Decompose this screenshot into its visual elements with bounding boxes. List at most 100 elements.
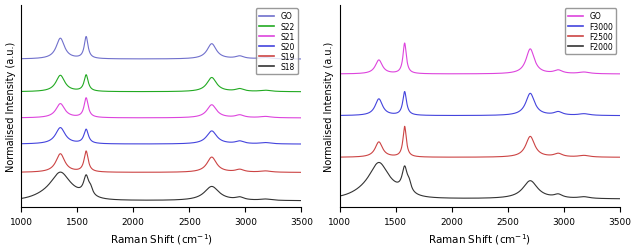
S20: [275, 143, 283, 146]
S20: [57, 127, 64, 130]
F2000: [375, 161, 383, 164]
S22: [297, 91, 305, 94]
F3000: [401, 91, 408, 94]
F2500: [401, 125, 408, 128]
S22: [82, 74, 90, 77]
Line: F2500: F2500: [340, 127, 620, 158]
S22: [150, 91, 158, 94]
S18: [57, 171, 64, 174]
S18: [289, 199, 297, 202]
Line: GO: GO: [21, 37, 301, 60]
S21: [289, 117, 297, 120]
F2000: [456, 197, 464, 200]
S22: [138, 91, 145, 94]
Line: S21: S21: [21, 98, 301, 118]
GO: [138, 58, 145, 61]
GO: [17, 58, 25, 61]
S20: [297, 143, 305, 146]
X-axis label: Raman Shift (cm$^{-1}$): Raman Shift (cm$^{-1}$): [110, 232, 213, 246]
Line: S22: S22: [21, 75, 301, 92]
S19: [297, 171, 305, 174]
S20: [138, 143, 145, 146]
GO: [594, 73, 601, 76]
Line: S20: S20: [21, 128, 301, 144]
F2000: [540, 192, 547, 195]
S19: [17, 171, 25, 174]
S19: [289, 171, 297, 174]
GO: [135, 58, 143, 61]
F2000: [469, 197, 476, 200]
F3000: [616, 115, 624, 118]
S19: [138, 171, 145, 174]
S20: [135, 143, 143, 146]
GO: [540, 70, 547, 73]
F3000: [540, 111, 547, 114]
S18: [297, 199, 305, 202]
GO: [469, 73, 476, 76]
Legend: GO, S22, S21, S20, S19, S18: GO, S22, S21, S20, S19, S18: [255, 9, 297, 75]
F2500: [454, 156, 461, 159]
Line: F3000: F3000: [340, 92, 620, 116]
F3000: [336, 114, 343, 117]
S22: [221, 88, 229, 91]
S18: [150, 199, 158, 202]
Line: S18: S18: [21, 172, 301, 201]
F2000: [594, 197, 601, 200]
S21: [221, 114, 229, 117]
GO: [608, 73, 615, 76]
S19: [221, 168, 229, 171]
S21: [150, 117, 158, 120]
S22: [17, 90, 25, 93]
S21: [82, 97, 90, 100]
S18: [275, 199, 283, 202]
F3000: [594, 114, 601, 117]
GO: [456, 73, 464, 76]
GO: [454, 73, 461, 76]
S21: [17, 117, 25, 120]
GO: [401, 42, 408, 45]
F2500: [608, 156, 615, 159]
F2500: [540, 153, 547, 156]
F2000: [454, 197, 461, 200]
F2500: [616, 156, 624, 159]
Line: GO: GO: [340, 44, 620, 75]
S18: [221, 195, 229, 198]
S21: [297, 117, 305, 120]
F3000: [456, 114, 464, 117]
GO: [336, 73, 343, 76]
S21: [275, 117, 283, 120]
S20: [150, 143, 158, 146]
S19: [135, 171, 143, 174]
F2000: [336, 195, 343, 198]
F2000: [616, 197, 624, 200]
GO: [289, 58, 297, 61]
S19: [150, 171, 158, 174]
S20: [221, 140, 229, 143]
S18: [17, 197, 25, 200]
F2500: [594, 156, 601, 159]
F2500: [336, 156, 343, 159]
S21: [135, 117, 143, 120]
S19: [275, 171, 283, 174]
F2500: [469, 156, 476, 159]
S18: [135, 199, 143, 202]
Y-axis label: Normalised Intensity (a.u.): Normalised Intensity (a.u.): [6, 42, 15, 171]
F2500: [456, 156, 464, 159]
Y-axis label: Normalised Intensity (a.u.): Normalised Intensity (a.u.): [324, 42, 334, 171]
GO: [221, 56, 229, 59]
Legend: GO, F3000, F2500, F2000: GO, F3000, F2500, F2000: [565, 9, 616, 55]
S18: [138, 199, 145, 202]
GO: [616, 73, 624, 76]
F3000: [608, 114, 615, 117]
Line: F2000: F2000: [340, 163, 620, 199]
F3000: [469, 114, 476, 117]
X-axis label: Raman Shift (cm$^{-1}$): Raman Shift (cm$^{-1}$): [428, 232, 531, 246]
GO: [150, 58, 158, 61]
S19: [82, 150, 90, 153]
S22: [289, 91, 297, 94]
S20: [289, 143, 297, 146]
S20: [17, 143, 25, 146]
S21: [138, 117, 145, 120]
GO: [82, 36, 90, 39]
S22: [135, 91, 143, 94]
